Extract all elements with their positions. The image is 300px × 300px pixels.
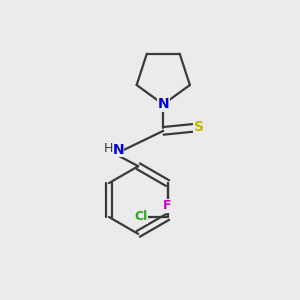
Text: Cl: Cl: [134, 211, 148, 224]
Text: S: S: [194, 120, 204, 134]
Text: N: N: [158, 98, 169, 111]
Text: F: F: [163, 199, 172, 212]
Text: N: N: [112, 143, 124, 157]
Text: H: H: [103, 142, 113, 155]
